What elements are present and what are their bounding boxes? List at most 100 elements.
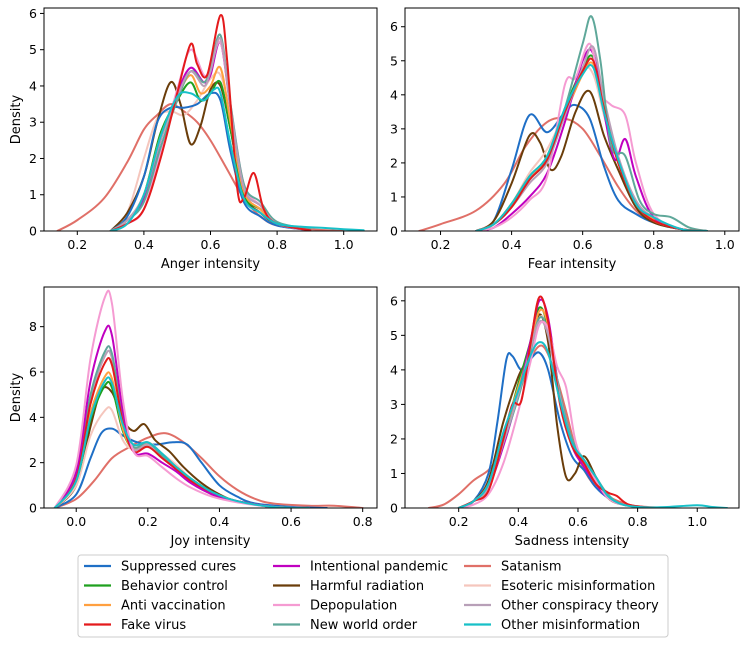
y-tick-label: 0 [29, 501, 37, 516]
y-tick-label: 2 [29, 455, 37, 470]
series-line-depopulation [53, 289, 310, 508]
legend-label: New world order [310, 618, 418, 633]
x-tick-label: 1.0 [687, 514, 707, 529]
panel-fear: 0.2 0.4 0.6 0.8 1.0 0 1 2 3 4 5 6 Fear intensity [390, 7, 740, 272]
series-line-suppressed-cures [457, 351, 654, 508]
panel-joy: 0.0 0.2 0.4 0.6 0.8 0 2 4 6 8 Joy intensity Density [9, 286, 378, 549]
x-tick-label: 1.0 [334, 237, 354, 252]
y-tick-label: 3 [29, 115, 37, 130]
y-tick-label: 4 [390, 362, 398, 377]
x-tick-label: 0.2 [138, 514, 158, 529]
series-line-other-misinformation [475, 64, 709, 231]
series-line-fake-virus [53, 356, 310, 508]
y-tick-label: 1 [29, 187, 37, 202]
legend-label: Behavior control [121, 579, 228, 594]
legend-item: Behavior control [84, 579, 228, 594]
y-tick-label: 2 [29, 151, 37, 166]
series-line-satanism [53, 432, 364, 508]
legend-label: Fake virus [121, 618, 186, 633]
x-tick-label: 0.8 [628, 514, 648, 529]
legend-label: Anti vaccination [121, 599, 226, 614]
legend-item: Anti vaccination [84, 599, 226, 614]
legend-item: Intentional pandemic [273, 560, 448, 575]
y-tick-label: 4 [29, 410, 37, 425]
legend-label: Esoteric misinformation [501, 579, 655, 594]
x-tick-label: 0.6 [568, 514, 588, 529]
x-tick-label: 0.6 [201, 237, 221, 252]
series-line-harmful-radiation [457, 313, 654, 508]
legend-item: Satanism [464, 560, 562, 575]
legend-label: Other conspiracy theory [501, 599, 659, 614]
legend-label: Harmful radiation [310, 579, 424, 594]
x-tick-label: 0.8 [267, 237, 287, 252]
series-line-suppressed-cures [109, 91, 312, 231]
series-line-satanism [418, 117, 709, 231]
y-tick-label: 1 [390, 189, 398, 204]
legend-label: Suppressed cures [121, 560, 236, 575]
legend-label: Other misinformation [501, 618, 640, 633]
series-line-fake-virus [457, 295, 654, 508]
legend-item: Harmful radiation [273, 579, 424, 594]
axes-frame [43, 7, 378, 232]
y-tick-label: 0 [390, 501, 398, 516]
y-tick-label: 4 [390, 87, 398, 102]
y-tick-label: 6 [29, 6, 37, 21]
y-tick-label: 0 [390, 224, 398, 239]
axes-frame [43, 286, 378, 509]
x-tick-label: 0.6 [281, 514, 301, 529]
series-line-esoteric-misinformation [53, 406, 310, 508]
x-tick-label: 0.2 [449, 514, 469, 529]
legend-label: Satanism [501, 560, 562, 575]
series-line-suppressed-cures [53, 427, 328, 508]
y-tick-label: 6 [390, 293, 398, 308]
series-line-other-misinformation [109, 86, 365, 231]
legend-item: Other conspiracy theory [464, 599, 659, 614]
y-tick-label: 3 [390, 121, 398, 136]
legend-item: New world order [273, 618, 418, 633]
y-tick-label: 2 [390, 431, 398, 446]
y-tick-label: 3 [390, 397, 398, 412]
legend-item: Esoteric misinformation [464, 579, 655, 594]
series-line-other-conspiracy-theory [475, 45, 709, 231]
series-line-suppressed-cures [475, 103, 709, 231]
series-group [427, 295, 729, 508]
legend-item: Depopulation [273, 599, 397, 614]
series-line-harmful-radiation [475, 89, 709, 231]
x-axis-label: Joy intensity [170, 534, 251, 549]
x-axis-label: Fear intensity [528, 257, 617, 272]
x-tick-label: 0.6 [573, 237, 593, 252]
x-tick-label: 0.4 [502, 237, 522, 252]
series-group [418, 15, 709, 231]
series-line-behavior-control [53, 380, 310, 508]
x-tick-label: 0.0 [66, 514, 86, 529]
x-axis-label: Sadness intensity [515, 534, 630, 549]
x-tick-label: 0.8 [353, 514, 373, 529]
legend-item: Suppressed cures [84, 560, 236, 575]
panel-sadness: 0.2 0.4 0.6 0.8 1.0 0 1 2 3 4 5 6 Sadness intensity [390, 286, 740, 549]
y-axis-label: Density [9, 372, 24, 422]
legend: Suppressed cures Behavior control Anti vac… [77, 554, 669, 638]
y-tick-label: 5 [390, 53, 398, 68]
x-tick-label: 0.4 [508, 514, 528, 529]
x-tick-label: 1.0 [715, 237, 735, 252]
y-tick-label: 4 [29, 78, 37, 93]
y-tick-label: 6 [390, 19, 398, 34]
series-line-fake-virus [475, 57, 709, 231]
x-tick-label: 0.2 [67, 237, 87, 252]
x-tick-label: 0.8 [644, 237, 664, 252]
x-tick-label: 0.4 [134, 237, 154, 252]
series-line-fake-virus [109, 14, 312, 231]
series-group [56, 14, 365, 231]
x-axis-label: Anger intensity [161, 257, 261, 272]
legend-label: Intentional pandemic [310, 560, 448, 575]
series-group [53, 289, 364, 508]
legend-item: Other misinformation [464, 618, 640, 633]
x-tick-label: 0.4 [210, 514, 230, 529]
series-line-depopulation [475, 42, 709, 231]
panels: 0.2 0.4 0.6 0.8 1.0 0 1 2 3 4 5 6 Anger intensity Den… [9, 6, 740, 549]
series-line-other-misinformation [53, 376, 310, 508]
y-tick-label: 1 [390, 466, 398, 481]
legend-item: Fake virus [84, 618, 186, 633]
series-line-other-misinformation [457, 341, 729, 508]
